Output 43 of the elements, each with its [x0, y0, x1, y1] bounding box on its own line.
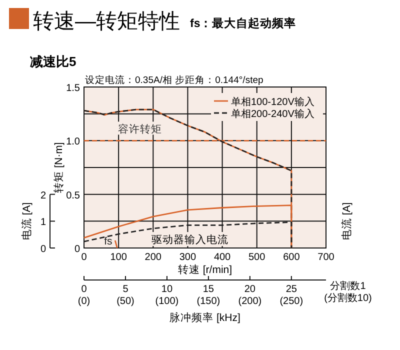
text: 电流 [A]	[340, 202, 353, 240]
text: (分割数10)	[324, 292, 372, 304]
text: (0)	[78, 296, 90, 307]
x-tick-label: 100	[110, 252, 128, 263]
text: (200)	[238, 296, 262, 307]
y-tick-label: 1.0	[66, 136, 80, 148]
text: 减速比5	[30, 54, 76, 69]
x2-axis-title: 脉冲频率 [kHz]	[170, 311, 240, 324]
text: (150)	[196, 296, 220, 307]
x-axis-title: 转速 [r/min]	[178, 263, 232, 276]
y-tick-label: 0.5	[66, 190, 80, 202]
chart-title: 转速—转矩特性	[33, 10, 180, 33]
x-tick-label: 700	[318, 252, 335, 263]
x-tick-label: 400	[214, 252, 232, 263]
text: 设定电流：0.35A/相 步距角：0.144°/step	[85, 74, 264, 86]
text: (250)	[280, 296, 304, 307]
y-axis-title: 转矩 [N·m]	[53, 142, 65, 193]
text: (100)	[155, 296, 179, 307]
x-tick-label: 300	[179, 252, 196, 263]
x2-tick-label: 0	[81, 284, 88, 295]
legend-label: 单相100-120V输入	[231, 96, 314, 108]
x2-tick-label: 10	[161, 284, 173, 295]
x-tick-label: 200	[144, 252, 162, 263]
x2-tick-label: 5	[122, 284, 129, 295]
ref-line-label: 容许转矩	[118, 122, 162, 136]
x-tick-label: 0	[81, 252, 88, 263]
y-tick-label: 1.5	[66, 83, 80, 94]
x-tick-label: 500	[248, 252, 266, 263]
annotation: 驱动器输入电流	[152, 233, 228, 246]
annotation: fs	[104, 235, 112, 248]
text: 分割数1	[330, 280, 366, 292]
x2-tick-label: 15	[202, 284, 214, 295]
y2-axis-title: 电流 [A]	[20, 202, 33, 240]
x2-tick-label: 20	[244, 284, 256, 295]
y2-tick-label: 1	[40, 217, 46, 228]
legend-label: 单相200-240V输入	[231, 108, 314, 120]
x-tick-label: 600	[283, 252, 300, 263]
text: (50)	[116, 296, 134, 307]
y-tick-label: 0	[74, 244, 80, 255]
chart-subtitle: fs：最大自起动频率	[190, 16, 296, 30]
x2-tick-label: 25	[286, 284, 298, 295]
y2-tick-label: 0	[40, 244, 46, 255]
y2-tick-label: 2	[40, 190, 46, 202]
